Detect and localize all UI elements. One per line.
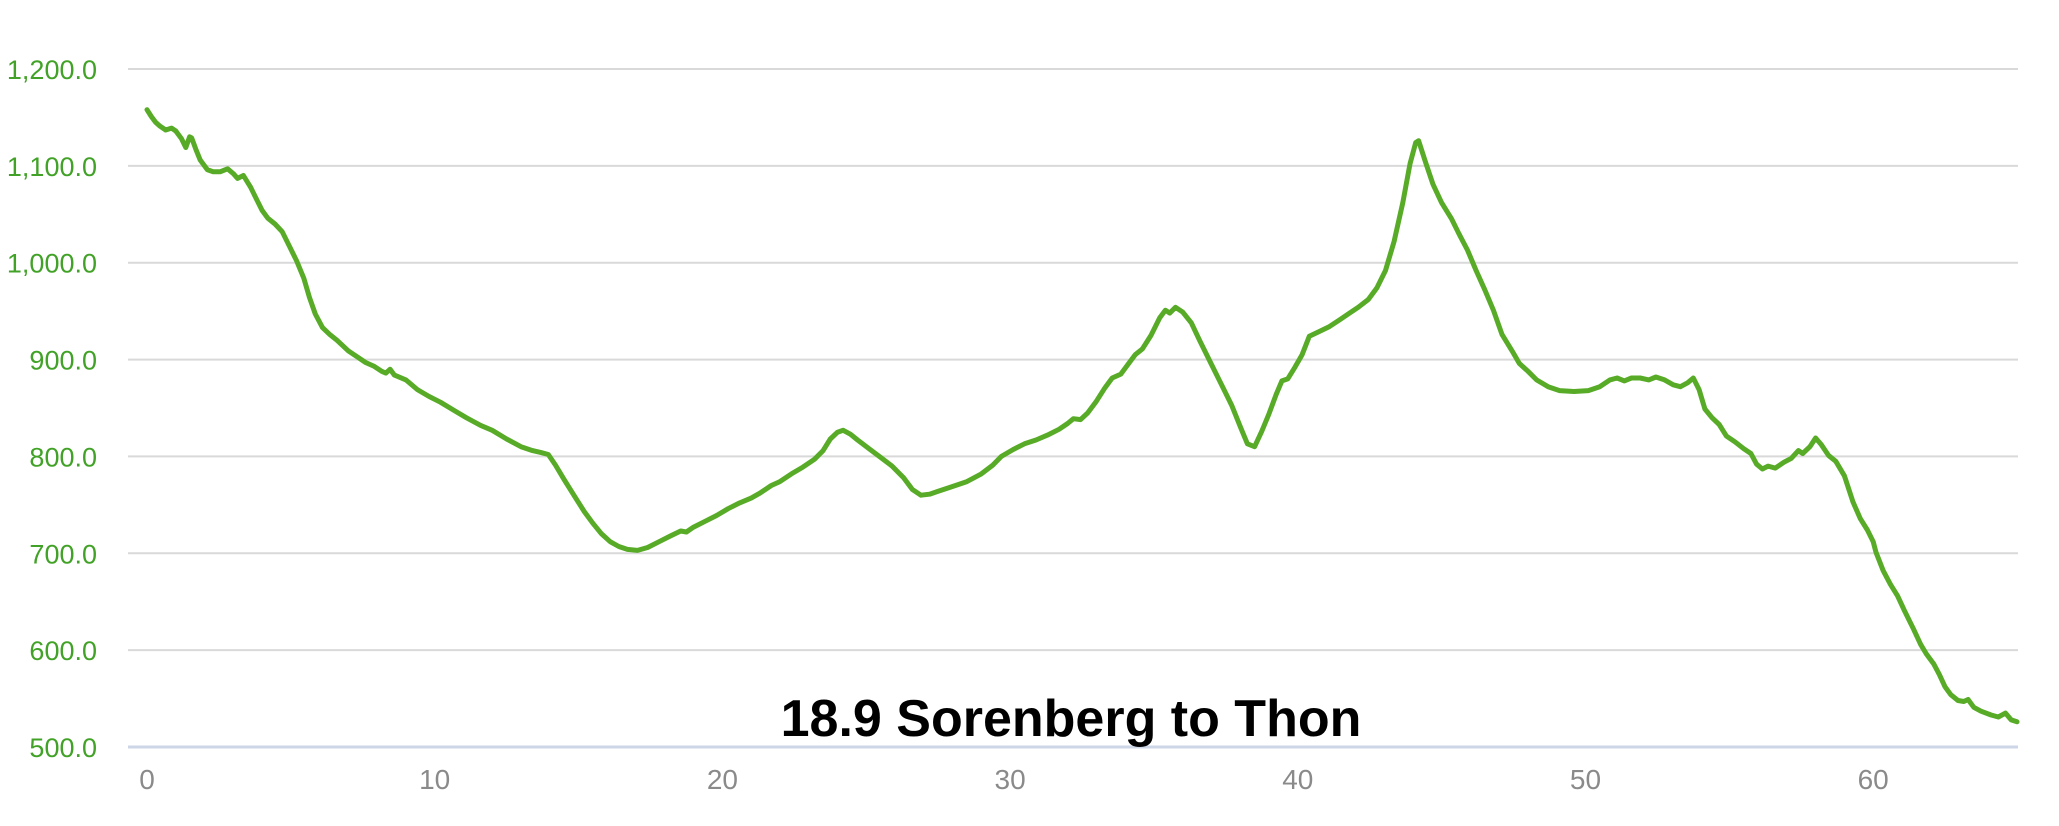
x-tick-label: 10 bbox=[419, 764, 450, 795]
y-tick-label: 800.0 bbox=[29, 442, 97, 472]
y-tick-label: 1,000.0 bbox=[7, 249, 97, 279]
x-tick-label: 60 bbox=[1858, 764, 1889, 795]
chart-grid bbox=[128, 68, 2018, 749]
y-tick-label: 1,100.0 bbox=[7, 152, 97, 182]
y-tick-label: 700.0 bbox=[29, 539, 97, 569]
y-tick-label: 600.0 bbox=[29, 636, 97, 666]
elevation-line bbox=[144, 107, 2020, 725]
x-tick-label: 20 bbox=[707, 764, 738, 795]
y-tick-label: 900.0 bbox=[29, 346, 97, 376]
y-tick-label: 1,200.0 bbox=[7, 55, 97, 85]
x-tick-label: 40 bbox=[1282, 764, 1313, 795]
x-tick-label: 0 bbox=[139, 764, 155, 795]
x-tick-label: 30 bbox=[995, 764, 1026, 795]
y-tick-label: 500.0 bbox=[29, 733, 97, 763]
x-tick-label: 50 bbox=[1570, 764, 1601, 795]
chart-title: 18.9 Sorenberg to Thon bbox=[781, 690, 1362, 748]
chart-y-axis-labels: 1,200.0 1,100.0 1,000.0 900.0 800.0 700.0 600.… bbox=[7, 55, 97, 763]
chart-x-axis-labels: 0 10 20 30 40 50 60 bbox=[139, 764, 1889, 795]
